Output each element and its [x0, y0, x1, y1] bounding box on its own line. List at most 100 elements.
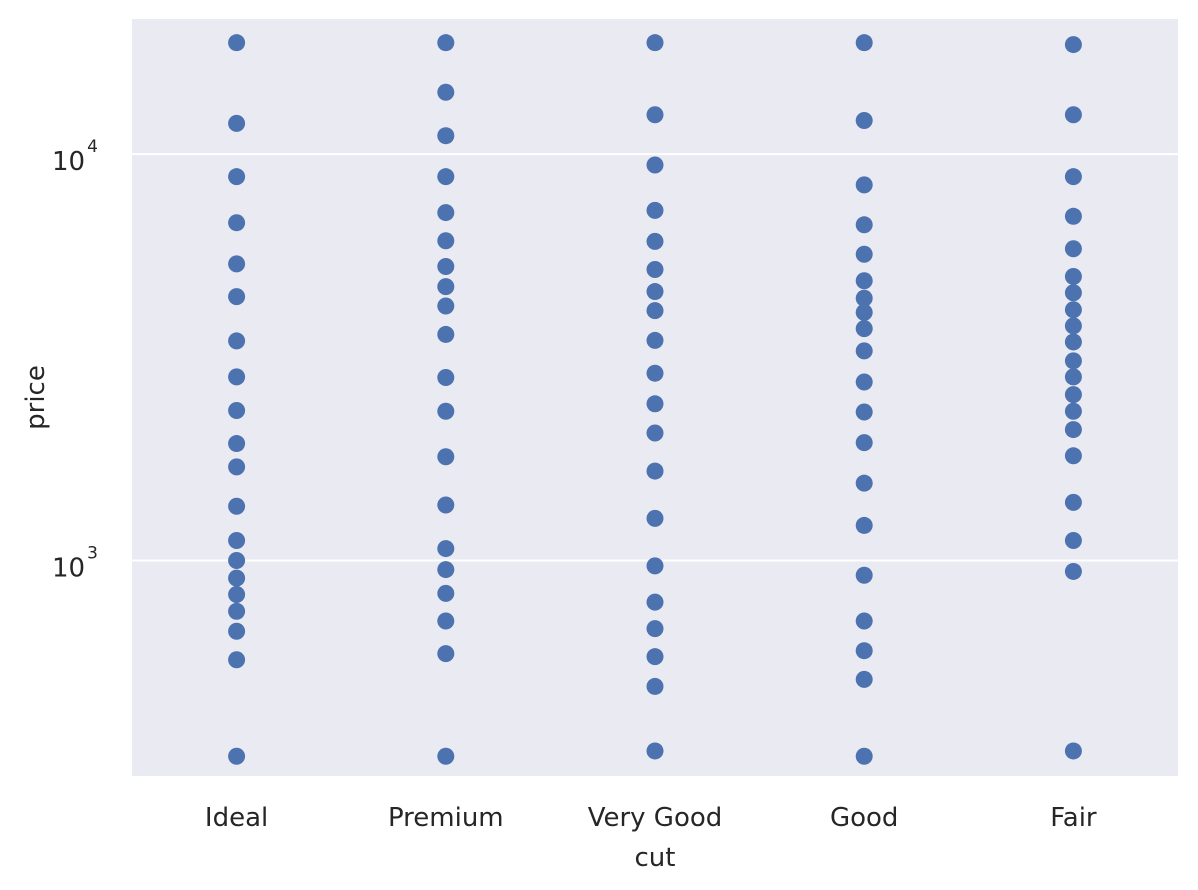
data-point [437, 325, 455, 343]
data-point [646, 331, 664, 349]
y-tick-base: 10 [52, 147, 85, 177]
data-point [646, 34, 664, 52]
x-tick-label: Ideal [205, 803, 268, 833]
data-point [646, 283, 664, 301]
data-point [1064, 168, 1082, 186]
data-point [646, 106, 664, 124]
data-point [855, 434, 873, 452]
data-point [646, 620, 664, 638]
y-axis-label: price [21, 365, 51, 430]
data-point [437, 402, 455, 420]
data-point [228, 651, 246, 669]
data-point [1064, 742, 1082, 760]
data-point [855, 612, 873, 630]
data-point [1064, 447, 1082, 465]
data-point [855, 245, 873, 263]
data-point [1064, 317, 1082, 335]
data-point [437, 204, 455, 222]
y-tick-exponent: 3 [87, 544, 98, 564]
x-tick-label: Very Good [588, 803, 723, 833]
x-tick-label: Good [830, 803, 898, 833]
data-point [646, 395, 664, 413]
data-point [855, 566, 873, 584]
data-point [228, 602, 246, 620]
data-point [437, 34, 455, 52]
data-point [228, 368, 246, 386]
x-axis-ticks: Ideal Premium Very Good Good Fair [205, 803, 1097, 833]
data-point [1064, 106, 1082, 124]
data-point [646, 509, 664, 527]
data-point [855, 176, 873, 194]
data-point [855, 111, 873, 129]
data-point [437, 645, 455, 663]
data-point [228, 401, 246, 419]
data-point [228, 214, 246, 232]
data-point [646, 557, 664, 575]
x-tick-label: Fair [1050, 803, 1097, 833]
data-point [855, 216, 873, 234]
data-point [646, 648, 664, 666]
data-point [1064, 368, 1082, 386]
data-point [228, 458, 246, 476]
data-point [855, 320, 873, 338]
data-point [228, 255, 246, 273]
data-point [1064, 301, 1082, 319]
data-point [646, 462, 664, 480]
data-point [437, 561, 455, 579]
data-point [855, 670, 873, 688]
data-point [228, 114, 246, 132]
data-point [437, 448, 455, 466]
data-point [1064, 207, 1082, 225]
data-point [437, 258, 455, 276]
data-point [646, 232, 664, 250]
data-point [646, 156, 664, 174]
data-point [646, 742, 664, 760]
data-point [646, 364, 664, 382]
data-points [228, 34, 1082, 765]
data-point [228, 532, 246, 550]
data-point [228, 552, 246, 570]
data-point [228, 747, 246, 765]
data-point [437, 127, 455, 145]
y-tick-label: 10 4 [52, 137, 98, 177]
data-point [437, 232, 455, 250]
data-point [437, 612, 455, 630]
data-point [1064, 421, 1082, 439]
data-point [855, 642, 873, 660]
y-tick-base: 10 [52, 554, 85, 584]
data-point [228, 168, 246, 186]
data-point [228, 569, 246, 587]
data-point [1064, 333, 1082, 351]
data-point [1064, 386, 1082, 404]
data-point [228, 288, 246, 306]
data-point [1064, 402, 1082, 420]
data-point [646, 302, 664, 320]
data-point [1064, 284, 1082, 302]
data-point [228, 332, 246, 350]
data-point [437, 297, 455, 315]
data-point [437, 747, 455, 765]
data-point [1064, 352, 1082, 370]
data-point [646, 201, 664, 219]
data-point [855, 747, 873, 765]
data-point [228, 585, 246, 603]
y-tick-label: 10 3 [52, 544, 98, 584]
data-point [855, 272, 873, 290]
data-point [855, 516, 873, 534]
data-point [1064, 562, 1082, 580]
data-point [1064, 532, 1082, 550]
data-point [1064, 267, 1082, 285]
data-point [437, 540, 455, 558]
data-point [228, 435, 246, 453]
data-point [646, 677, 664, 695]
data-point [437, 168, 455, 186]
data-point [855, 342, 873, 360]
data-point [1064, 493, 1082, 511]
data-point [646, 424, 664, 442]
data-point [855, 474, 873, 492]
data-point [437, 369, 455, 387]
x-axis-label: cut [635, 843, 676, 873]
data-point [228, 622, 246, 640]
data-point [855, 373, 873, 391]
